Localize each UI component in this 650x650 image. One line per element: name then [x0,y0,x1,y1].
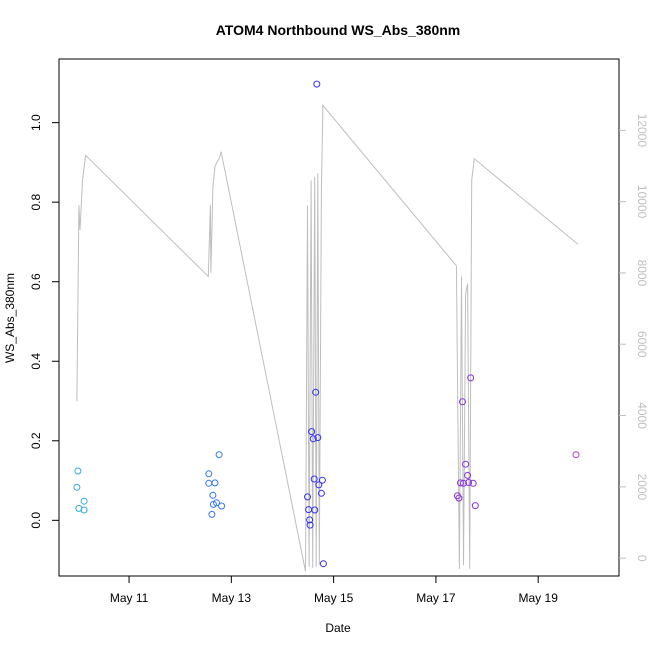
points-layer [73,80,580,568]
data-point [74,467,82,475]
right-tick-label: 10000 [635,185,649,219]
y-tick-label: 1.0 [29,114,43,131]
data-point [469,479,477,487]
data-point [311,506,319,514]
data-point [205,479,213,487]
data-point [312,388,320,396]
secondary-line [76,104,579,572]
data-point [205,470,213,478]
x-tick-label: May 11 [110,591,149,605]
right-tick-label: 8000 [635,260,649,287]
data-point [213,499,220,507]
data-point [218,502,226,510]
data-point [319,560,327,568]
data-point [464,471,472,479]
secondary-line-series [76,104,579,572]
y-tick-label: 0.6 [29,273,43,290]
y-tick-label: 0.0 [29,512,43,529]
data-point [457,479,464,487]
data-point [208,510,216,518]
right-axis: 0 2000 4000 6000 8000 10000 12000 [619,114,649,562]
data-point [314,434,322,442]
data-point [315,481,323,489]
x-axis-label: Date [325,621,351,635]
x-tick-label: May 15 [314,591,354,605]
data-point [465,479,473,486]
data-point [318,476,326,484]
data-point [459,398,466,406]
y-axis-label: WS_Abs_380nm [3,273,17,363]
data-point [317,489,325,497]
data-point [73,483,81,491]
right-tick-label: 2000 [635,474,649,501]
data-point [209,491,217,499]
data-point [211,479,219,487]
data-point [309,435,317,443]
data-point [308,428,316,436]
data-point [304,493,311,501]
right-tick-label: 4000 [635,402,649,429]
data-point [572,451,580,459]
right-tick-label: 6000 [635,331,649,358]
data-point [310,475,318,483]
y-tick-label: 0.2 [29,432,43,449]
chart-title: ATOM4 Northbound WS_Abs_380nm [216,22,461,38]
y-tick-label: 0.4 [29,353,43,370]
data-point [215,451,223,459]
data-point [80,506,88,514]
right-tick-label: 12000 [635,114,649,148]
data-point [467,374,475,382]
data-point [313,80,321,88]
right-tick-label: 0 [635,555,649,562]
data-point [306,516,314,524]
data-point [455,494,463,502]
plot-frame [58,58,620,577]
x-axis: May 11 May 13 May 15 May 17 May 19 [110,576,558,605]
y-tick-label: 0.8 [29,194,43,211]
data-point [471,502,479,510]
data-point [460,479,467,487]
data-point [80,497,88,505]
data-point [462,460,470,468]
x-tick-label: May 13 [212,591,252,605]
x-tick-label: May 17 [416,591,456,605]
data-point [306,521,314,529]
x-tick-label: May 19 [519,591,559,605]
y-axis: 0.0 0.2 0.4 0.6 0.8 1.0 [29,114,59,529]
